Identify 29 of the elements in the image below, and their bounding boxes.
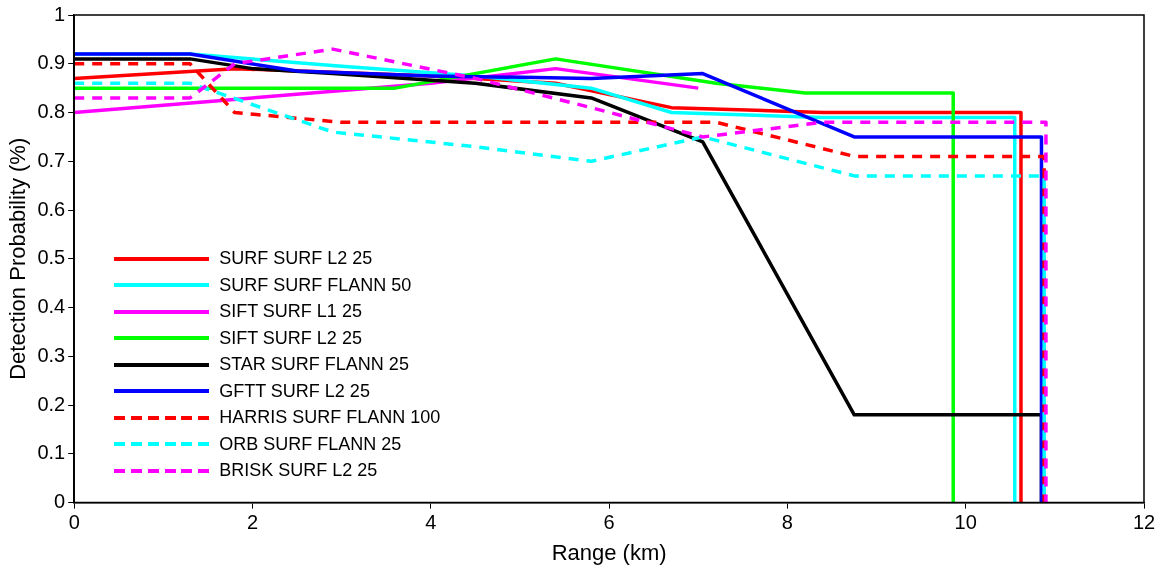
- y-tick-label: 0.5: [37, 246, 66, 269]
- x-tick-label: 10: [954, 511, 977, 534]
- x-tick-label: 4: [425, 511, 437, 534]
- x-tick-label: 8: [781, 511, 793, 534]
- legend-label: SIFT SURF L2 25: [219, 327, 362, 349]
- y-tick-label: 1: [54, 2, 66, 25]
- y-tick-label: 0.6: [37, 197, 66, 220]
- legend-label: SURF SURF FLANN 50: [219, 274, 412, 296]
- x-tick-label: 2: [246, 511, 259, 534]
- y-tick-label: 0.7: [37, 148, 66, 171]
- x-tick-label: 6: [603, 511, 615, 534]
- y-axis-title: Detection Probability (%): [5, 137, 31, 380]
- legend-label: GFTT SURF L2 25: [219, 380, 370, 402]
- y-tick-label: 0.3: [37, 343, 66, 366]
- legend-label: STAR SURF FLANN 25: [219, 354, 409, 376]
- legend-label: ORB SURF FLANN 25: [219, 433, 402, 455]
- x-tick-label: 0: [68, 511, 80, 534]
- y-tick-label: 0.1: [37, 441, 66, 464]
- y-tick-label: 0.4: [37, 295, 66, 318]
- y-tick-label: 0.2: [37, 392, 66, 415]
- x-axis-title: Range (km): [551, 539, 667, 565]
- y-tick-label: 0: [54, 490, 66, 513]
- legend-label: SIFT SURF L1 25: [219, 301, 362, 323]
- legend-label: SURF SURF L2 25: [219, 248, 373, 270]
- y-tick-label: 0.9: [37, 51, 66, 74]
- x-tick-label: 12: [1132, 511, 1156, 534]
- legend-label: BRISK SURF L2 25: [219, 460, 378, 482]
- legend-label: HARRIS SURF FLANN 100: [219, 407, 441, 429]
- y-tick-label: 0.8: [37, 100, 66, 123]
